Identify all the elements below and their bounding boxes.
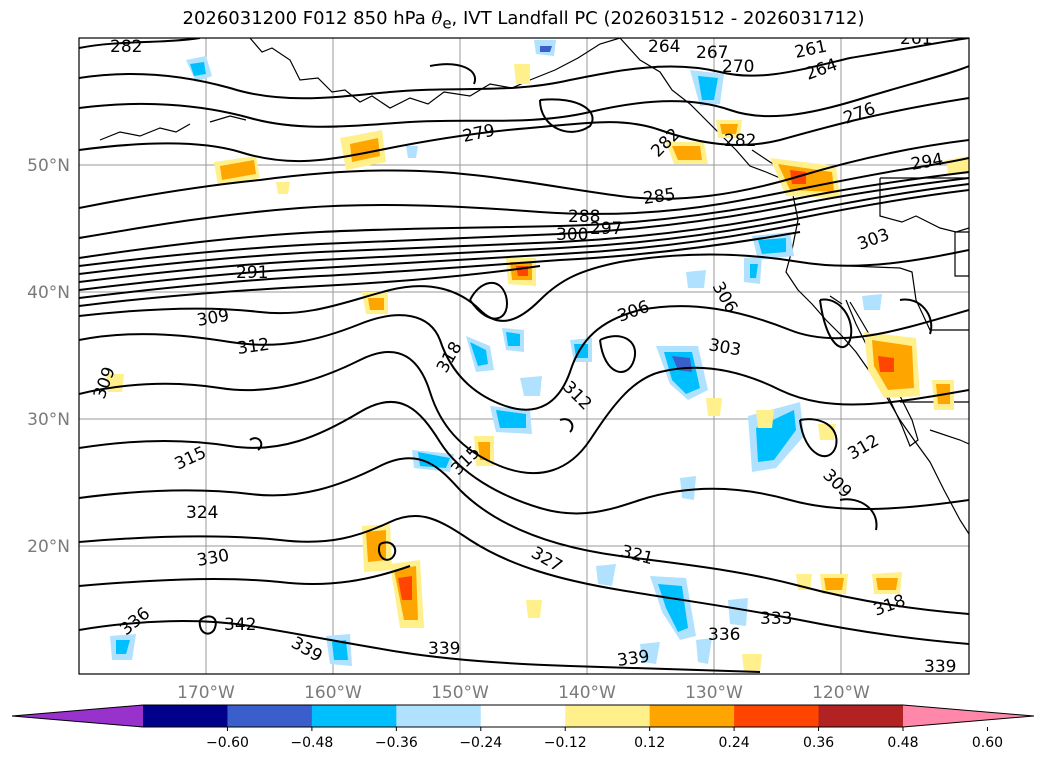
lon-tick-label: 150°W — [431, 683, 489, 703]
colorbar-segment — [818, 705, 904, 727]
lat-tick-label: 30°N — [27, 410, 70, 430]
colorbar-tick-label: 0.48 — [887, 735, 918, 751]
contour-label: 282 — [724, 131, 756, 151]
lon-axis: 170°W 160°W 150°W 140°W 130°W 120°W — [177, 683, 870, 703]
contour-label: 297 — [590, 219, 622, 239]
map-frame — [78, 37, 970, 675]
colorbar-segment — [396, 705, 482, 727]
colorbar-extend-min — [12, 705, 143, 727]
gridlines — [79, 38, 969, 674]
contour-label: 282 — [110, 37, 142, 57]
contour-label: 333 — [760, 609, 792, 629]
contour-label: 267 — [696, 43, 728, 63]
contour-label: 339 — [616, 647, 651, 671]
contour-label: 288 — [568, 207, 600, 227]
contour-label: 264 — [648, 37, 680, 57]
colorbar-segment — [480, 705, 566, 727]
colorbar-tick-label: 0.24 — [719, 735, 750, 751]
colorbar-outline — [11, 704, 1035, 728]
contour-label: 300 — [556, 225, 588, 245]
map-background — [79, 38, 969, 674]
contour-label: 339 — [428, 639, 460, 659]
lon-tick-label: 140°W — [558, 683, 616, 703]
contour-label: 285 — [642, 185, 677, 209]
colorbar-tick-label: −0.24 — [459, 735, 502, 751]
lat-tick-label: 20°N — [27, 537, 70, 557]
map-title: 2026031200 F012 850 hPa θe, IVT Landfall… — [0, 8, 1047, 33]
colorbar-segment — [649, 705, 735, 727]
lat-axis: 50°N 40°N 30°N 20°N — [27, 156, 70, 557]
lon-tick-label: 160°W — [304, 683, 362, 703]
lat-tick-label: 40°N — [27, 283, 70, 303]
contour-label: 312 — [236, 335, 271, 359]
title-theta-sub: e — [442, 14, 452, 33]
contour-label: 291 — [236, 263, 268, 283]
title-prefix: 2026031200 F012 850 hPa — [182, 8, 432, 29]
lon-tick-label: 170°W — [177, 683, 235, 703]
colorbar-tick-label: −0.12 — [544, 735, 587, 751]
contour-label: 336 — [708, 625, 740, 645]
colorbar-segment — [143, 705, 228, 727]
title-suffix: , IVT Landfall PC (2026031512 - 20260317… — [451, 8, 865, 29]
colorbar-tick-label: −0.48 — [290, 735, 333, 751]
contour-label: 270 — [722, 57, 754, 77]
colorbar-tick-label: −0.36 — [375, 735, 418, 751]
contour-label: 324 — [186, 503, 218, 523]
colorbar-tick-label: −0.60 — [206, 735, 249, 751]
lon-tick-label: 120°W — [812, 683, 870, 703]
lat-tick-label: 50°N — [27, 156, 70, 176]
contour-label: 261 — [900, 29, 932, 49]
lon-tick-label: 130°W — [685, 683, 743, 703]
colorbar-tick-label: 0.12 — [634, 735, 665, 751]
colorbar-extend-max — [903, 705, 1034, 727]
colorbar-segment — [227, 705, 313, 727]
colorbar-tick-label: 0.60 — [972, 735, 1003, 751]
colorbar-tick-label: 0.36 — [803, 735, 834, 751]
contour-label: 339 — [924, 657, 956, 677]
colorbar: −0.60 −0.48 −0.36 −0.24 −0.12 0.12 0.24 0.36 0.4… — [11, 704, 1035, 751]
colorbar-segment — [734, 705, 820, 727]
theta-e-contours — [79, 38, 969, 673]
colorbar-segment — [311, 705, 397, 727]
title-theta: θ — [431, 8, 443, 29]
contour-label: 342 — [224, 615, 256, 635]
colorbar-segment — [565, 705, 651, 727]
